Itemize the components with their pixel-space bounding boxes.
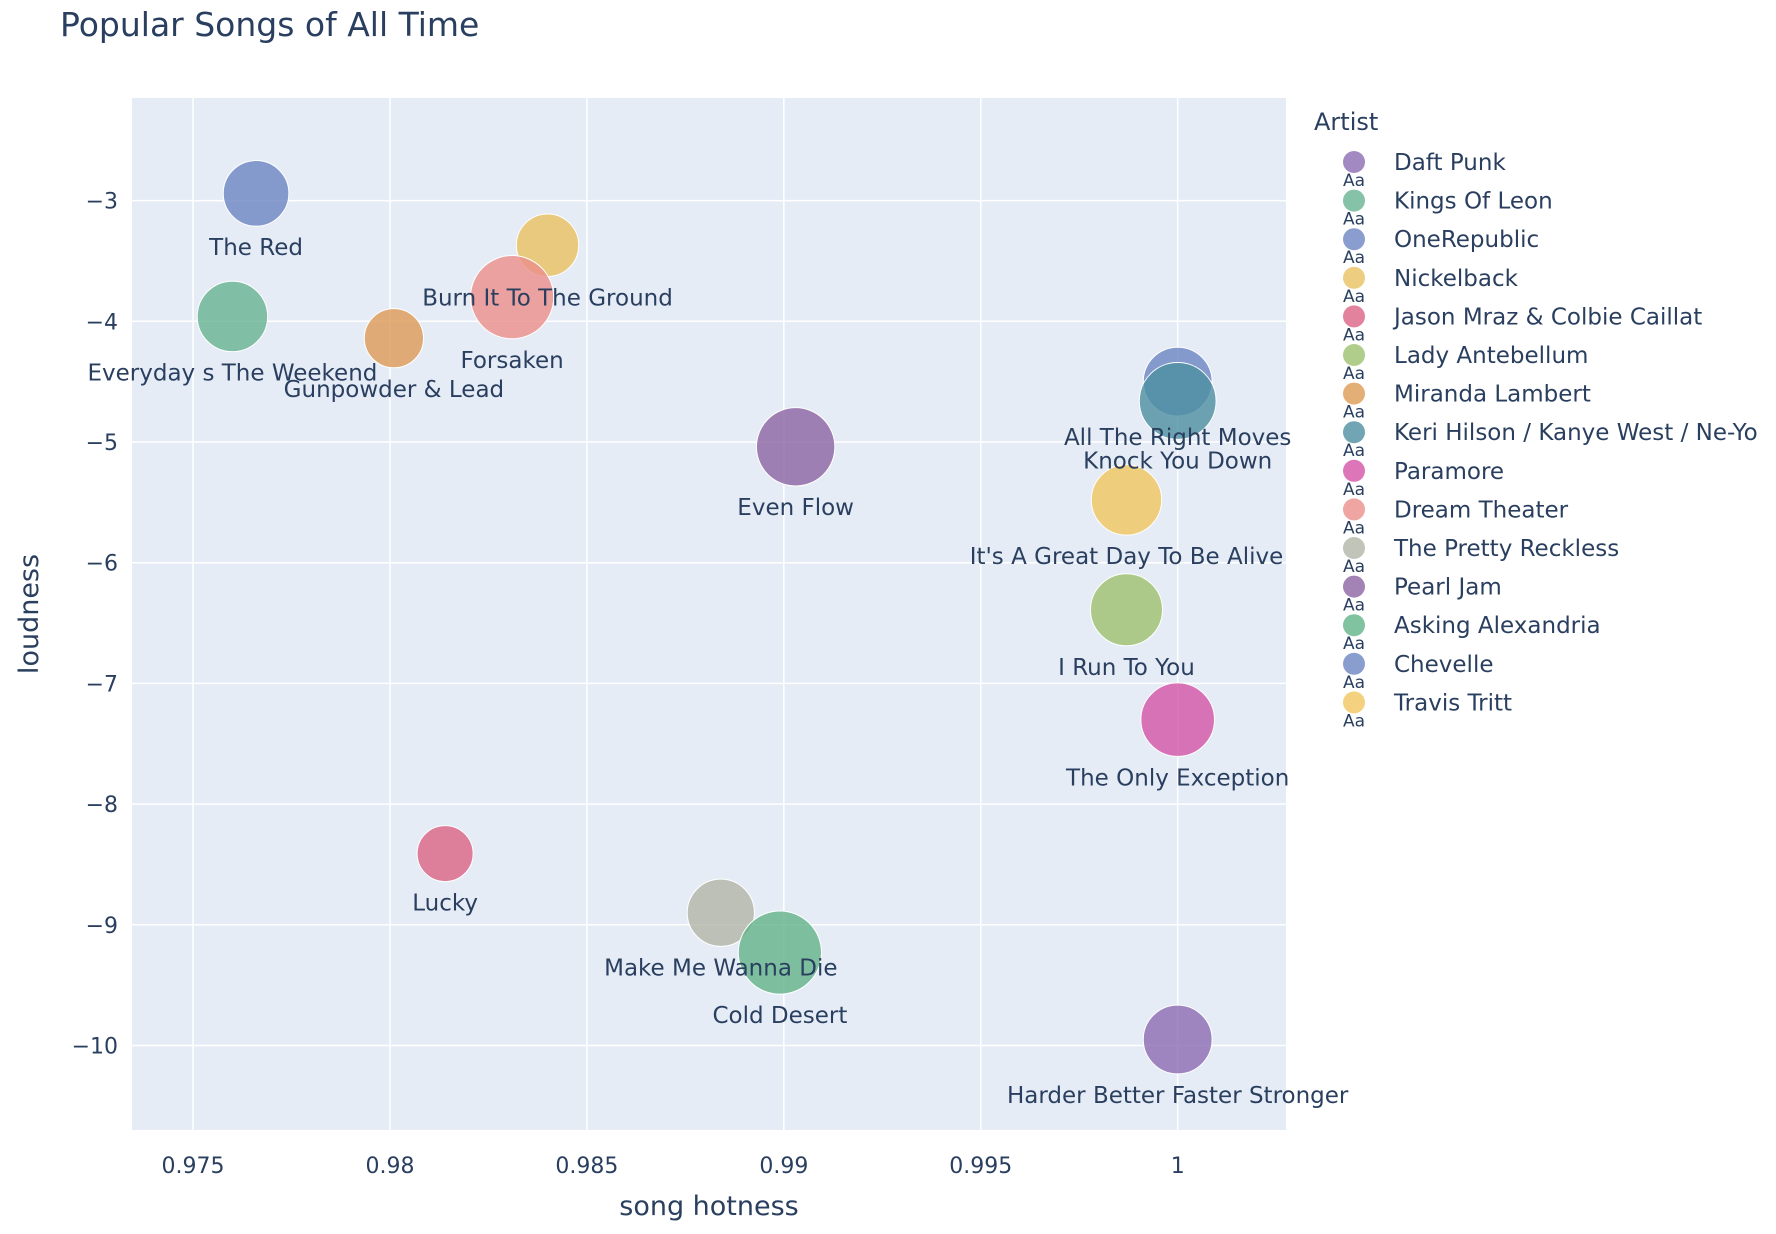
legend-text-marker: Aa [1343,248,1365,268]
bubble-label: Burn It To The Ground [422,285,673,311]
bubble-label: Even Flow [737,495,854,521]
y-tick-label: −8 [86,793,118,818]
bubble[interactable] [469,255,555,340]
bubble[interactable] [222,160,290,227]
y-tick-label: −5 [86,431,118,456]
legend-text-marker: Aa [1343,596,1365,616]
bubble-label: It's A Great Day To Be Alive [970,544,1284,570]
legend-item-label[interactable]: The Pretty Reckless [1393,536,1619,562]
y-tick-label: −7 [86,672,118,697]
data-bubbles [196,160,1217,1075]
bubble[interactable] [363,308,425,369]
bubble[interactable] [1089,573,1163,647]
bubble[interactable] [755,407,836,487]
legend-item-label[interactable]: Jason Mraz & Colbie Caillat [1392,304,1702,330]
legend-marker [1343,614,1365,637]
legend-text-marker: Aa [1343,518,1365,538]
legend-marker [1343,305,1365,328]
legend-item-label[interactable]: Daft Punk [1394,150,1506,176]
legend-item-label[interactable]: Dream Theater [1394,497,1569,523]
legend-marker [1343,382,1365,405]
legend-text-marker: Aa [1343,171,1365,191]
y-tick-label: −4 [86,310,118,335]
legend-text-marker: Aa [1343,441,1365,461]
y-tick-label: −10 [72,1035,118,1060]
legend-marker [1343,652,1365,675]
legend-text-marker: Aa [1343,364,1365,384]
legend-item-label[interactable]: OneRepublic [1394,227,1539,253]
chart-title: Popular Songs of All Time [60,5,479,44]
legend-item-label[interactable]: Miranda Lambert [1394,382,1591,408]
bubble-label: All The Right Moves [1064,425,1291,451]
x-tick-label: 0.99 [759,1154,808,1179]
legend-text-marker: Aa [1343,325,1365,345]
bubble[interactable] [1090,464,1163,536]
bubble-label: Forsaken [460,348,563,374]
legend-text-marker: Aa [1343,287,1365,307]
legend-items: Aa Daft Punk Aa Kings Of Leon Aa OneRepublic A… [1343,150,1758,731]
legend-text-marker: Aa [1343,673,1365,693]
bubble-label: Cold Desert [712,1003,847,1029]
x-tick-label: 0.995 [949,1154,1012,1179]
legend-item-label[interactable]: Nickelback [1394,266,1519,292]
data-labels: Harder Better Faster Stronger Everyday s … [87,235,1348,1109]
bubble-label: The Only Exception [1065,765,1289,791]
bubble[interactable] [1142,1004,1213,1075]
legend-text-marker: Aa [1343,634,1365,654]
legend-text-marker: Aa [1343,711,1365,731]
legend-text-marker: Aa [1343,557,1365,577]
legend-marker [1343,575,1365,598]
legend-marker [1343,228,1365,251]
legend-item-label[interactable]: Pearl Jam [1394,575,1502,601]
legend-marker [1343,498,1365,521]
legend-marker [1343,421,1365,444]
grid-lines [132,98,1286,1130]
legend-marker [1343,344,1365,366]
legend-marker [1343,537,1365,559]
bubble-label: Knock You Down [1083,448,1272,474]
bubble-label: Gunpowder & Lead [284,377,504,403]
bubble[interactable] [1138,362,1217,440]
legend-marker [1343,189,1365,212]
x-tick-label: 0.985 [555,1154,618,1179]
y-axis-title: loudness [14,554,45,674]
legend-item-label[interactable]: Lady Antebellum [1394,343,1588,369]
legend-item-label[interactable]: Asking Alexandria [1394,613,1601,639]
bubble-label: The Red [208,235,303,261]
bubble-label: Everyday s The Weekend [87,361,377,387]
legend-text-marker: Aa [1343,480,1365,500]
bubble[interactable] [196,280,269,353]
legend-item-label[interactable]: Kings Of Leon [1394,189,1553,215]
legend: Artist Aa Daft Punk Aa Kings Of Leon Aa OneRe… [1314,108,1758,731]
y-tick-label: −3 [86,190,118,215]
legend-item-label[interactable]: Paramore [1394,459,1504,485]
legend-item-label[interactable]: Keri Hilson / Kanye West / Ne-Yo [1394,420,1758,446]
bubble[interactable] [416,825,474,883]
legend-marker [1343,459,1365,482]
x-tick-label: 1 [1171,1154,1185,1179]
bubble-label: I Run To You [1058,655,1195,681]
x-tick-label: 0.98 [365,1154,414,1179]
bubble[interactable] [1140,682,1215,757]
bubble[interactable] [737,910,822,995]
axis-ticks: 0.975 0.98 0.985 0.99 0.995 1 −3 −4 −5 −6 −7 −8 −9 −1… [72,190,1185,1179]
y-tick-label: −6 [86,552,118,577]
bubble-label: Harder Better Faster Stronger [1007,1083,1349,1109]
legend-text-marker: Aa [1343,210,1365,230]
bubble[interactable] [686,878,755,947]
x-axis-title: song hotness [619,1191,799,1222]
legend-item-label[interactable]: Travis Tritt [1393,690,1512,716]
legend-marker [1343,151,1365,173]
legend-item-label[interactable]: Chevelle [1394,652,1493,678]
x-tick-label: 0.975 [162,1154,225,1179]
legend-marker [1343,266,1365,289]
y-tick-label: −9 [86,914,118,939]
legend-title: Artist [1314,108,1378,136]
bubble-label: Make Me Wanna Die [604,955,837,981]
legend-text-marker: Aa [1343,403,1365,423]
legend-marker [1343,691,1365,714]
bubble-label: Lucky [412,891,478,917]
